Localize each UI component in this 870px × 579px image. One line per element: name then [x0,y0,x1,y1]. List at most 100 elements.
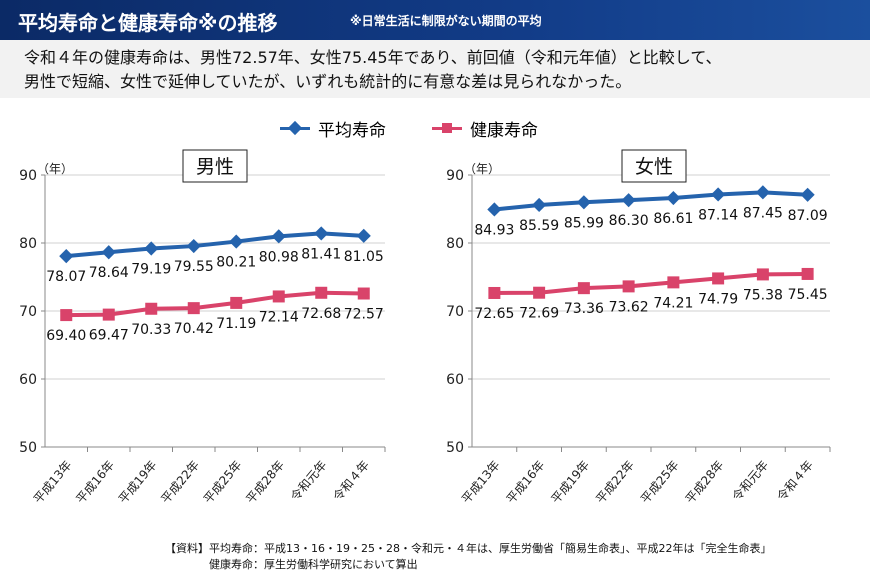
data-label: 69.40 [46,328,86,344]
x-tick-label: 令和４年 [774,457,816,503]
x-tick-label: 平成19年 [116,458,160,506]
legend-item-life: 平均寿命 [280,116,386,141]
data-point-life [621,193,636,208]
data-point-life [229,234,244,249]
x-tick-label: 平成13年 [459,458,503,506]
source-note: 【資料】平均寿命：平成13・16・19・25・28・令和元・４年は、厚生労働省「… [165,541,771,573]
data-point-life [271,229,286,244]
data-point-life [356,228,371,243]
data-point-health [756,268,769,281]
x-tick-label: 平成16年 [73,458,117,506]
y-tick-label: 70 [19,304,37,320]
data-label: 78.64 [89,265,129,281]
x-tick-label: 令和元年 [729,457,771,503]
data-label: 87.14 [698,207,738,223]
chart-title-box [621,149,687,183]
data-point-life [487,202,502,217]
x-tick-label: 平成16年 [504,458,548,506]
y-tick-label: 60 [446,372,464,388]
data-label: 85.59 [519,218,559,234]
data-label: 84.93 [474,222,514,238]
y-tick-label: 50 [446,440,464,456]
y-tick-label: 80 [446,236,464,252]
data-label: 79.55 [174,259,214,275]
summary-line: 令和４年の健康寿命は、男性72.57年、女性75.45年であり、前回値（令和元年… [24,48,722,67]
series-line-health [494,271,808,295]
x-tick-label: 令和４年 [330,457,372,503]
data-point-health [230,296,243,309]
data-point-health [315,286,328,299]
data-point-health [533,286,546,299]
data-label: 72.57 [344,307,384,323]
data-label: 73.62 [609,299,649,315]
data-label: 80.98 [259,249,299,265]
data-point-health [801,267,814,280]
series-line-health [66,290,364,318]
data-point-life [755,185,770,200]
data-label: 72.65 [474,306,514,322]
data-label: 80.21 [216,255,256,271]
data-label: 72.68 [301,306,341,322]
data-point-health [712,272,725,285]
data-label: 81.41 [301,246,341,262]
chart-title: 女性 [635,156,673,178]
data-point-life [711,187,726,202]
data-point-life [666,190,681,206]
data-point-life [800,187,815,202]
data-label: 74.79 [698,291,738,307]
data-point-life [576,195,591,210]
data-label: 70.33 [131,322,171,338]
source-line: 健康寿命：厚生労働科学研究において算出 [165,558,418,571]
data-label: 86.61 [653,211,693,227]
data-label: 73.36 [564,301,604,317]
y-tick-label: 90 [19,168,37,184]
data-label: 81.05 [344,249,384,265]
x-tick-label: 平成22年 [158,458,202,506]
data-label: 74.21 [653,295,693,311]
legend-label: 平均寿命 [318,121,386,141]
data-label: 72.69 [519,306,559,322]
chart-title: 男性 [196,156,234,178]
data-point-life [144,241,159,256]
page-subtitle: ※日常生活に制限がない期間の平均 [350,14,542,28]
data-point-health [488,286,501,299]
summary-text: 令和４年の健康寿命は、男性72.57年、女性75.45年であり、前回値（令和元年… [0,40,870,98]
data-point-health [60,309,73,322]
data-point-life [532,197,547,213]
data-point-life [59,249,74,264]
data-point-health [272,290,285,303]
x-tick-label: 平成13年 [31,458,75,506]
x-tick-label: 平成19年 [548,458,592,506]
x-tick-label: 平成25年 [638,458,682,506]
data-point-life [101,245,116,260]
data-label: 75.45 [788,287,828,303]
page-title: 平均寿命と健康寿命※の推移 [18,11,278,35]
legend: 平均寿命 健康寿命 [280,116,538,141]
y-unit-label: （年） [464,162,500,176]
chart-title-box [182,149,248,183]
data-point-health [102,308,115,321]
data-label: 78.07 [46,269,86,285]
data-label: 71.19 [216,316,256,332]
y-tick-label: 90 [446,168,464,184]
data-point-health [357,287,370,300]
x-tick-label: 平成28年 [243,458,287,506]
data-label: 86.30 [609,213,649,229]
header-bar: 平均寿命と健康寿命※の推移 ※日常生活に制限がない期間の平均 [0,0,870,40]
data-label: 72.14 [259,309,299,325]
data-label: 87.09 [788,208,828,224]
data-label: 69.47 [89,328,129,344]
data-label: 70.42 [174,321,214,337]
summary-line: 男性で短縮、女性で延伸していたが、いずれも統計的に有意な差は見られなかった。 [24,72,632,91]
data-point-health [187,302,200,315]
data-point-health [667,276,680,289]
y-tick-label: 80 [19,236,37,252]
data-label: 87.45 [743,205,783,221]
x-tick-label: 平成25年 [201,458,245,506]
data-label: 79.19 [131,262,171,278]
y-tick-label: 60 [19,372,37,388]
x-tick-label: 令和元年 [287,457,329,503]
data-point-health [145,302,158,315]
source-line: 【資料】平均寿命：平成13・16・19・25・28・令和元・４年は、厚生労働省「… [165,542,772,555]
